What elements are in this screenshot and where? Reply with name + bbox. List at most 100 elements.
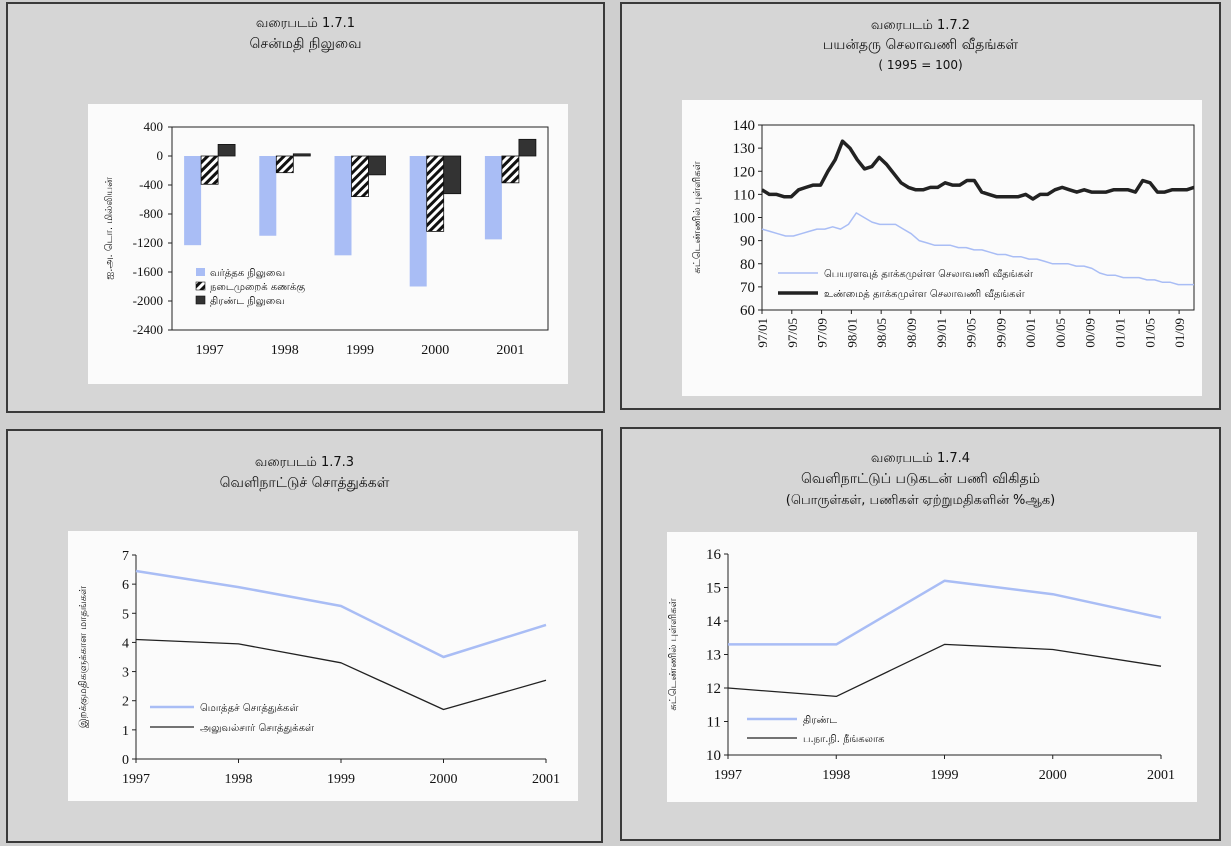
chart-1-bar: [501, 155, 520, 184]
chart-3-y-axis-label: இறக்குமதிகளுக்கான மாதங்கள்: [78, 586, 90, 728]
chart-2-y-tick-label: 60: [740, 303, 755, 319]
chart-2-x-tick-label: 01/09: [1172, 318, 1187, 348]
chart-2-x-tick-label: 01/05: [1142, 318, 1157, 348]
chart-1-y-tick-label: 0: [157, 148, 164, 163]
chart-4-svg: 16 15 14 13 12 11 10 சுட்டெண்ணில் புள்ளிகள் 1997…: [668, 547, 1175, 783]
chart-2-y-tick-label: 70: [740, 280, 755, 296]
chart-1-bar: [259, 156, 277, 236]
chart-1-legend-swatch: [195, 295, 206, 305]
chart-1-legend-swatch: [195, 281, 206, 291]
chart-1-y-axis-label: ஐ.அ. டொ. மில்லியன்: [104, 177, 115, 280]
chart-3-x-tick-label: 2001: [532, 772, 560, 787]
chart-1-bar: [334, 156, 352, 256]
chart-4-title-line3: (பொருள்கள், பணிகள் ஏற்றுமதிகளின் %ஆக): [785, 493, 1056, 508]
chart-1-bar: [184, 156, 202, 246]
chart-3-y-tick-label: 0: [122, 753, 129, 768]
chart-4-y-tick-label: 16: [706, 547, 722, 563]
chart-2-x-tick-label: 99/01: [934, 318, 949, 348]
chart-2-y-tick-label: 100: [733, 211, 756, 227]
chart-2-y-tick-label: 80: [740, 257, 755, 273]
chart-3-y-tick-label: 3: [122, 666, 129, 681]
chart-panel-4: வரைபடம் 1.7.4 வெளிநாட்டுப் படுகடன் பணி வ…: [620, 427, 1221, 841]
chart-2-x-tick-label: 00/01: [1023, 318, 1038, 348]
chart-1-bar: [443, 155, 462, 195]
chart-2-x-tick-label: 98/05: [874, 318, 889, 348]
chart-4-x-tick-label: 1998: [822, 768, 850, 783]
chart-2-legend-label: உண்மைத் தாக்கமுள்ள செலாவணி வீதங்கள்: [824, 289, 1025, 300]
chart-2-x-tick-label: 97/01: [755, 318, 770, 348]
chart-1-bar: [484, 156, 502, 240]
chart-2-y-axis-label: சுட்டெண்ணில் புள்ளிகள்: [692, 161, 703, 273]
chart-2-x-tick-label: 00/09: [1083, 318, 1098, 348]
chart-1-legend-label: நடைமுறைக் கணக்கு: [210, 282, 305, 294]
chart-1-bar: [368, 155, 386, 176]
chart-1-bar: [518, 138, 537, 157]
chart-1-legend-label: திரண்ட நிலுவை: [210, 296, 285, 307]
chart-4-title-line2: வெளிநாட்டுப் படுகடன் பணி விகிதம்: [800, 471, 1041, 487]
chart-1-svg: 400 0 -400 -800 -1200 -1600 -2000 -2400 ஐ.அ. டொ.…: [104, 119, 549, 358]
chart-2-y-tick-label: 130: [733, 141, 756, 157]
chart-2-y-tick-label: 90: [740, 234, 755, 250]
chart-3-x-tick-label: 1998: [225, 772, 253, 787]
chart-3-legend-label: அலுவல்சார் சொத்துக்கள்: [200, 723, 314, 734]
chart-3-y-tick-label: 2: [122, 695, 129, 710]
chart-4-y-tick-label: 13: [706, 648, 721, 664]
chart-1-title-line1: வரைபடம் 1.7.1: [255, 16, 356, 31]
chart-4-y-tick-label: 12: [706, 681, 721, 697]
chart-1-bar: [275, 155, 294, 174]
chart-1-y-tick-label: -2000: [133, 293, 163, 308]
chart-4-y-tick-label: 11: [707, 715, 721, 731]
chart-1-bar: [426, 155, 445, 232]
chart-1-title-line2: சென்மதி நிலுவை: [249, 36, 362, 52]
chart-4-plot-area: 16 15 14 13 12 11 10 சுட்டெண்ணில் புள்ளிகள் 1997…: [667, 532, 1197, 802]
chart-3-y-tick-label: 5: [122, 607, 129, 622]
chart-panel-1: வரைபடம் 1.7.1 சென்மதி நிலுவை 400 0 -400 -80…: [6, 2, 605, 413]
chart-4-x-tick-label: 2001: [1147, 768, 1175, 783]
chart-2-frame: [761, 124, 1195, 311]
chart-3-x-tick-label: 1997: [122, 772, 150, 787]
chart-2-x-tick-label: 98/01: [844, 318, 859, 348]
chart-1-legend-label: வர்த்தக நிலுவை: [210, 268, 285, 279]
chart-2-title-line3: ( 1995 = 100): [878, 58, 963, 72]
chart-2-title-line1: வரைபடம் 1.7.2: [870, 18, 971, 33]
chart-2-x-tick-label: 97/05: [785, 318, 800, 348]
chart-2-x-tick-label: 99/09: [993, 318, 1008, 348]
chart-2-series-line: [761, 212, 1194, 286]
chart-2-svg: 140 130 120 110 100 90 80 70 60 சுட்டெண்ணில் புள்…: [692, 118, 1195, 348]
chart-3-y-tick-label: 1: [122, 724, 129, 739]
chart-4-y-axis-label: சுட்டெண்ணில் புள்ளிகள்: [668, 598, 679, 710]
chart-4-x-tick-label: 1997: [714, 768, 742, 783]
chart-panel-2: வரைபடம் 1.7.2 பயன்தரு செலாவணி வீதங்கள் (…: [620, 2, 1221, 410]
chart-3-legend-label: மொத்தச் சொத்துக்கள்: [200, 703, 298, 714]
chart-4-y-tick-label: 10: [706, 748, 721, 764]
chart-1-bar: [200, 155, 219, 185]
chart-3-x-tick-label: 1999: [327, 772, 355, 787]
chart-1-x-tick-label: 1997: [196, 343, 224, 358]
chart-1-x-tick-label: 2000: [421, 343, 449, 358]
chart-2-x-tick-label: 00/05: [1053, 318, 1068, 348]
chart-1-bar: [409, 156, 427, 287]
chart-4-title-line1: வரைபடம் 1.7.4: [870, 451, 971, 466]
chart-1-legend-swatch: [196, 268, 205, 276]
chart-2-y-tick-label: 110: [733, 187, 755, 203]
chart-3-plot-area: 7 6 5 4 3 2 1 0 இறக்குமதிகளுக்கான மாதங்கள் 1997 19…: [68, 531, 578, 801]
chart-4-x-tick-label: 1999: [931, 768, 959, 783]
chart-1-y-tick-label: -1600: [133, 264, 163, 279]
chart-3-series-line: [135, 638, 547, 711]
chart-4-legend-label: திரண்ட: [803, 715, 837, 726]
chart-1-y-tick-label: 400: [144, 119, 164, 134]
chart-4-y-tick-label: 14: [706, 614, 722, 630]
chart-3-y-tick-label: 6: [122, 578, 129, 593]
chart-3-title-line2: வெளிநாட்டுச் சொத்துக்கள்: [219, 475, 390, 491]
chart-2-title-line2: பயன்தரு செலாவணி வீதங்கள்: [822, 37, 1019, 53]
chart-1-y-tick-label: -800: [139, 206, 163, 221]
chart-3-y-tick-label: 7: [122, 549, 129, 564]
chart-4-x-tick-label: 2000: [1039, 768, 1067, 783]
chart-2-plot-area: 140 130 120 110 100 90 80 70 60 சுட்டெண்ணில் புள்…: [682, 100, 1202, 396]
chart-4-y-tick-label: 15: [706, 581, 721, 597]
chart-2-series-line: [761, 139, 1195, 201]
chart-2-y-tick-label: 120: [733, 164, 756, 180]
chart-1-frame: [171, 126, 549, 331]
chart-1-y-tick-label: -2400: [133, 322, 163, 337]
chart-2-x-tick-label: 01/01: [1113, 318, 1128, 348]
